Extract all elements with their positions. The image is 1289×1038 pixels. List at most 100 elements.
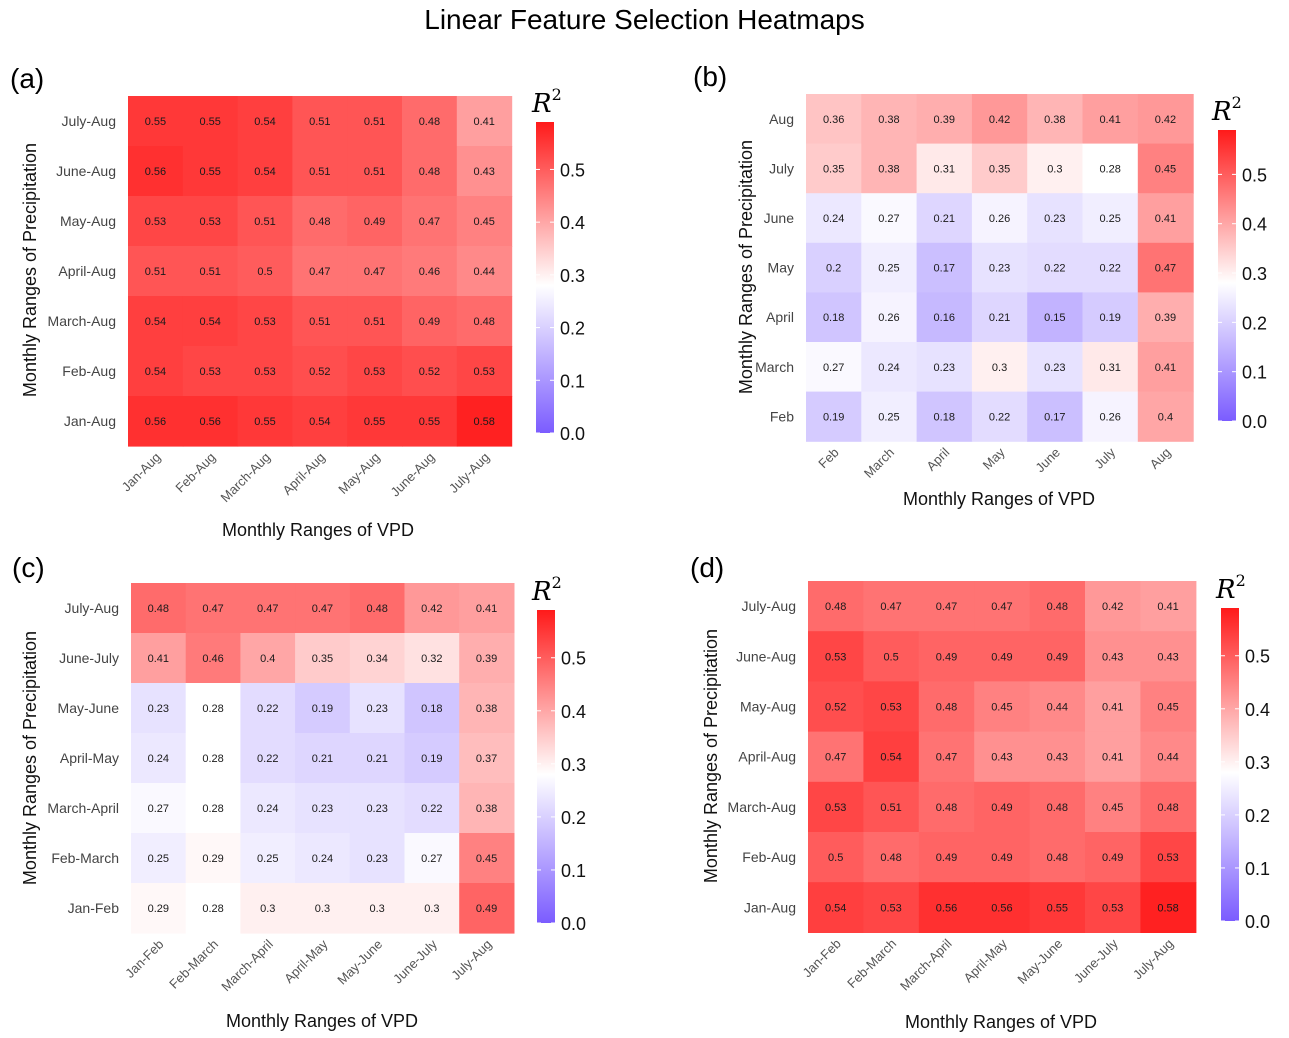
- cell-value-label: 0.23: [989, 263, 1010, 275]
- cell-value-label: 0.51: [309, 166, 330, 178]
- heatmap-cell: [916, 143, 973, 194]
- cell-value-label: 0.18: [823, 312, 844, 324]
- cell-value-label: 0.16: [934, 312, 955, 324]
- cell-value-label: 0.51: [199, 266, 220, 278]
- heatmap-cell: [1027, 292, 1084, 343]
- x-tick-label: Aug: [1147, 445, 1174, 472]
- colorbar-tick-label: 0.1: [561, 861, 586, 881]
- cell-value-label: 0.53: [1102, 902, 1123, 914]
- heatmap-cell: [1140, 832, 1197, 883]
- heatmap-cell: [974, 631, 1031, 682]
- cell-value-label: 0.53: [825, 802, 846, 814]
- cell-value-label: 0.56: [145, 166, 166, 178]
- x-tick-label: April-May: [281, 936, 331, 986]
- panel-label: (d): [690, 552, 724, 583]
- cell-value-label: 0.41: [148, 653, 169, 665]
- heatmap-cell: [806, 342, 862, 393]
- colorbar-tick-label: 0.3: [1242, 264, 1267, 284]
- heatmap-cell: [292, 296, 348, 347]
- heatmap-cell: [861, 292, 918, 343]
- colorbar-tick-label: 0.0: [560, 424, 585, 444]
- heatmap-cell: [1027, 342, 1084, 393]
- x-axis-title: Monthly Ranges of VPD: [226, 1011, 418, 1031]
- colorbar-tick-label: 0.3: [561, 755, 586, 775]
- cell-value-label: 0.48: [419, 116, 440, 128]
- heatmap-cell: [863, 631, 920, 682]
- heatmap-cell: [349, 883, 406, 934]
- cell-value-label: 0.28: [202, 803, 223, 815]
- heatmap-cell: [1027, 391, 1084, 442]
- cell-value-label: 0.49: [1102, 852, 1123, 864]
- panel-label: (c): [12, 552, 45, 583]
- cell-value-label: 0.47: [312, 603, 333, 615]
- cell-value-label: 0.47: [936, 601, 957, 613]
- x-tick-label: Feb-Aug: [172, 450, 218, 496]
- colorbar-tick-label: 0.3: [1245, 753, 1270, 773]
- heatmap-cell: [295, 783, 351, 834]
- panel-label: (b): [693, 61, 727, 92]
- cell-value-label: 0.41: [1157, 601, 1178, 613]
- cell-value-label: 0.3: [1047, 163, 1062, 175]
- cell-value-label: 0.19: [421, 753, 442, 765]
- x-tick-label: Jan-Aug: [119, 450, 164, 495]
- cell-value-label: 0.23: [148, 703, 169, 715]
- cell-value-label: 0.23: [934, 362, 955, 374]
- heatmap-cell: [404, 633, 460, 684]
- heatmap-cell: [971, 94, 1028, 145]
- colorbar-tick-label: 0.2: [560, 319, 585, 339]
- y-tick-label: April-May: [60, 750, 119, 766]
- heatmap-cell: [240, 633, 296, 684]
- heatmap-cell: [916, 292, 973, 343]
- x-axis-title: Monthly Ranges of VPD: [222, 520, 414, 540]
- heatmap-cell: [1140, 581, 1197, 632]
- cell-value-label: 0.48: [309, 216, 330, 228]
- x-tick-label: March-April: [897, 936, 955, 994]
- heatmap-cell: [1029, 882, 1086, 933]
- heatmap-cell: [861, 193, 918, 244]
- cell-value-label: 0.21: [312, 753, 333, 765]
- cell-value-label: 0.23: [1044, 362, 1065, 374]
- cell-value-label: 0.48: [880, 852, 901, 864]
- x-tick-label: May-Aug: [335, 450, 382, 497]
- cell-value-label: 0.54: [825, 902, 846, 914]
- heatmap-cell: [182, 296, 239, 347]
- cell-value-label: 0.25: [878, 263, 899, 275]
- heatmap-cell: [808, 581, 864, 632]
- cell-value-label: 0.24: [148, 753, 169, 765]
- cell-value-label: 0.22: [257, 753, 278, 765]
- cell-value-label: 0.51: [309, 316, 330, 328]
- heatmap-cell: [1029, 581, 1086, 632]
- heatmap-cell: [1140, 731, 1197, 783]
- heatmap-cell: [128, 296, 184, 347]
- x-tick-label: May-June: [334, 937, 385, 988]
- heatmap-panel: (c) 0.48 0.47 0.47 0.47 0.48 0.42 0.41 0.41 0.46 0…: [12, 552, 586, 1031]
- heatmap-cell: [240, 883, 296, 934]
- y-tick-label: July-Aug: [62, 113, 116, 129]
- colorbar: [536, 122, 554, 433]
- heatmap-cell: [347, 396, 403, 447]
- cell-value-label: 0.48: [473, 316, 494, 328]
- cell-value-label: 0.28: [202, 903, 223, 915]
- heatmap-cell: [459, 583, 515, 634]
- colorbar-tick-label: 0.0: [561, 914, 586, 934]
- cell-value-label: 0.43: [1157, 651, 1178, 663]
- heatmap-cell: [459, 683, 515, 734]
- cell-value-label: 0.21: [366, 753, 387, 765]
- cell-value-label: 0.49: [476, 903, 497, 915]
- cell-value-label: 0.56: [936, 902, 957, 914]
- heatmap-cell: [237, 246, 293, 297]
- y-tick-label: Feb-March: [51, 850, 119, 866]
- cell-value-label: 0.29: [148, 903, 169, 915]
- heatmap-cell: [128, 196, 184, 247]
- cell-value-label: 0.49: [1047, 651, 1068, 663]
- heatmap-cell: [1082, 143, 1139, 194]
- x-tick-label: May: [980, 444, 1008, 472]
- cell-value-label: 0.54: [145, 366, 166, 378]
- x-tick-label: Jan-Feb: [122, 937, 166, 981]
- cell-value-label: 0.2: [826, 263, 841, 275]
- heatmap-cell: [128, 396, 184, 447]
- heatmap-cell: [1085, 832, 1141, 883]
- heatmap-cell: [918, 832, 975, 883]
- colorbar-tick-label: 0.4: [561, 702, 586, 722]
